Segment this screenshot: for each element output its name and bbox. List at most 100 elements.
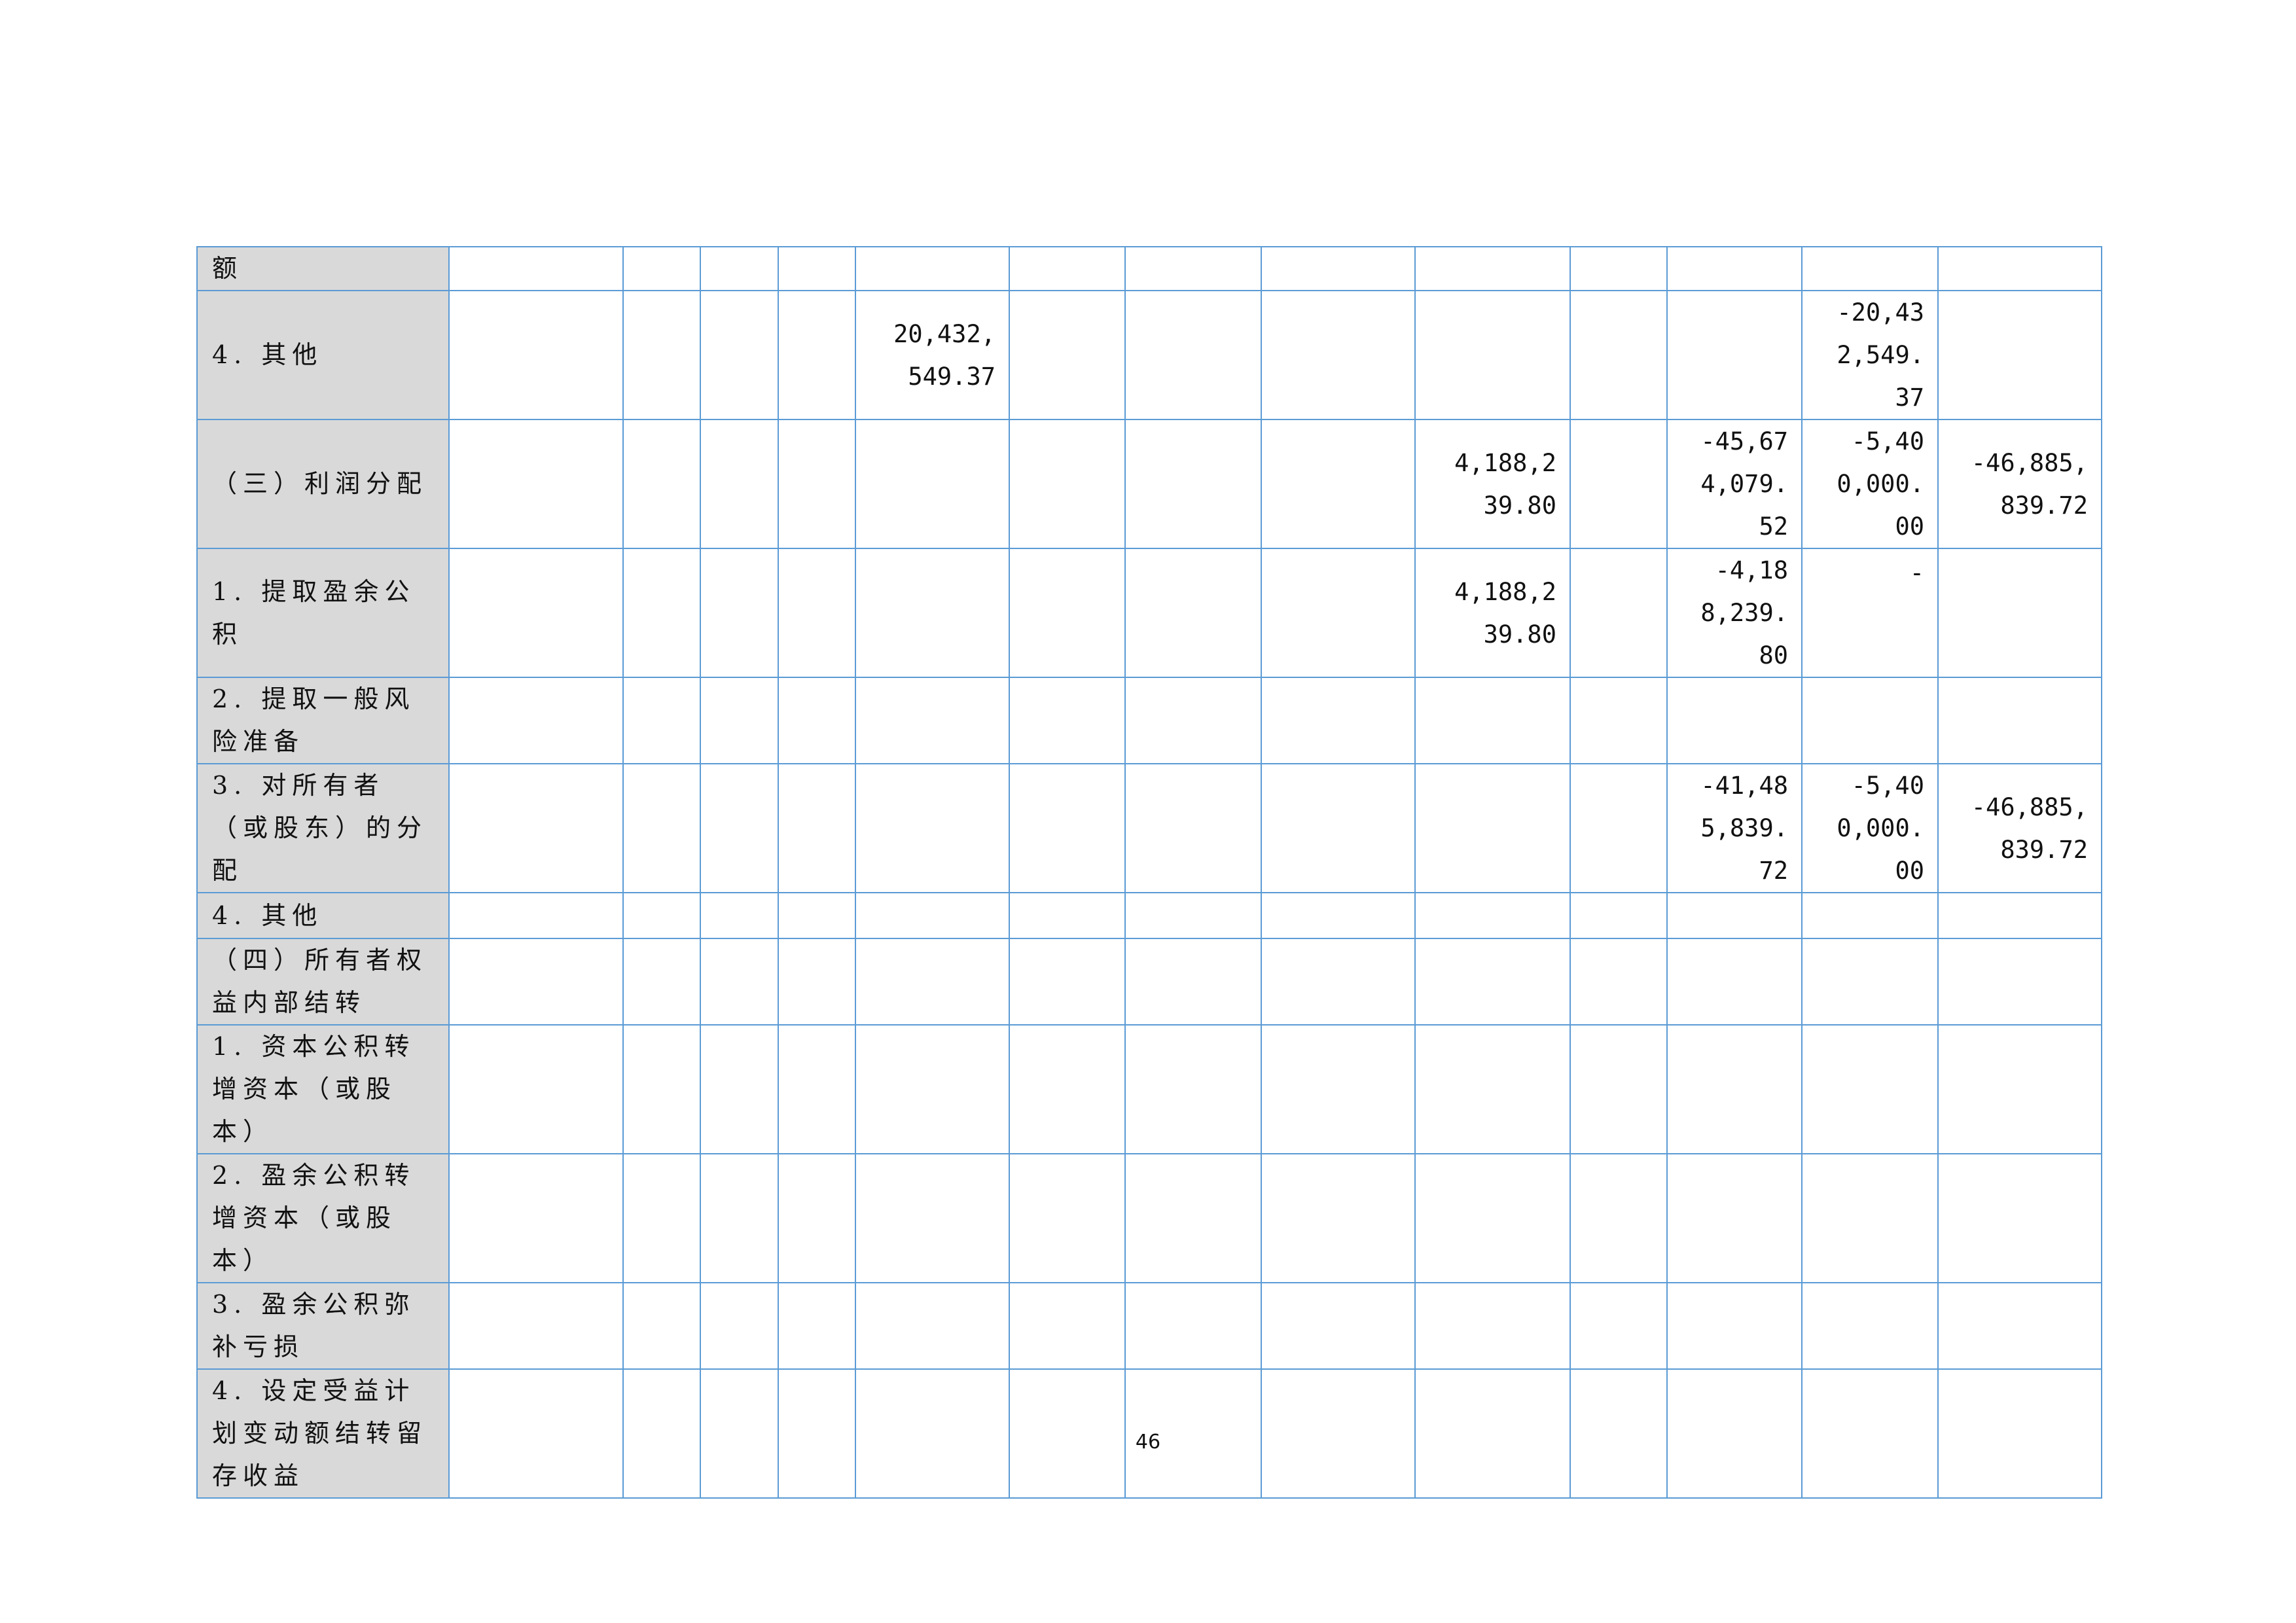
table-cell: -4,188,239.80 [1666,548,1803,678]
table-cell [1801,1153,1939,1283]
table-cell [622,1282,701,1370]
table-cell [855,763,1010,893]
table-cell [1937,938,2102,1026]
table-cell [778,1024,856,1154]
table-cell: -46,885,839.72 [1937,763,2102,893]
table-cell: 4,188,239.80 [1414,548,1571,678]
table-cell [448,290,624,420]
table-cell [1124,892,1262,939]
table-cell [448,938,624,1026]
row-label: （四）所有者权益内部结转 [196,938,450,1026]
table-cell [1666,1282,1803,1370]
table-row: 3. 对所有者（或股东）的分配 -41,485,839.72 -5,400,000.… [196,763,2102,893]
table-row: 3. 盈余公积弥补亏损 [196,1282,2102,1370]
table-cell [700,419,779,549]
table-cell [1009,1024,1126,1154]
table-cell [1261,419,1416,549]
table-cell [1009,892,1126,939]
table-cell [1009,1368,1126,1499]
table-cell [1261,1282,1416,1370]
table-cell [1124,290,1262,420]
table-cell [778,677,856,764]
table-row: 4. 其他 [196,892,2102,939]
table-cell [1009,938,1126,1026]
table-cell [1666,938,1803,1026]
table-cell [1414,1153,1571,1283]
table-cell [1009,1282,1126,1370]
table-cell [1801,938,1939,1026]
table-cell [622,1024,701,1154]
table-cell [778,1368,856,1499]
row-label: 1. 提取盈余公积 [196,548,450,678]
table-cell [855,938,1010,1026]
table-cell [622,290,701,420]
table-cell [1570,1153,1668,1283]
table-row: 2. 盈余公积转增资本（或股本） [196,1153,2102,1283]
table-cell [778,246,856,291]
table-cell: 20,432,549.37 [855,290,1010,420]
table-cell [1261,892,1416,939]
table-cell [1124,419,1262,549]
table-cell [1414,677,1571,764]
table-cell [1666,892,1803,939]
row-label: 2. 盈余公积转增资本（或股本） [196,1153,450,1283]
table-cell [1261,677,1416,764]
table-cell [778,290,856,420]
table-cell [1414,1024,1571,1154]
table-cell [700,548,779,678]
table-cell [778,419,856,549]
table-cell [778,548,856,678]
table-cell [1666,290,1803,420]
equity-changes-table: 额 4. 其他 20,432,549.37 -20,432,549.37 （三）利润分配… [196,246,2102,1499]
table-cell [448,892,624,939]
table-cell [778,1153,856,1283]
row-label: 4. 其他 [196,290,450,420]
table-cell [700,1153,779,1283]
table-cell [855,548,1010,678]
table-cell [1801,246,1939,291]
table-cell [448,1368,624,1499]
table-cell [448,677,624,764]
table-cell [1261,548,1416,678]
table-cell [855,892,1010,939]
table-cell: -20,432,549.37 [1801,290,1939,420]
table-cell [1570,290,1668,420]
table-cell: -5,400,000.00 [1801,419,1939,549]
table-cell [700,1282,779,1370]
table-cell [1570,1368,1668,1499]
table-cell [778,1282,856,1370]
table-cell [1009,419,1126,549]
table-cell [1801,1368,1939,1499]
table-cell [1414,1282,1571,1370]
table-cell [1009,677,1126,764]
table-cell [1414,1368,1571,1499]
table-cell [700,763,779,893]
cell-value: -4,188,239.80 [1700,556,1788,669]
table-cell [1937,290,2102,420]
table-cell [1570,419,1668,549]
row-label: 额 [196,246,450,291]
table-cell [1570,1024,1668,1154]
table-row: 额 [196,246,2102,291]
table-cell [448,1282,624,1370]
table-cell [1414,246,1571,291]
table-cell [1937,246,2102,291]
cell-value: -45,674,079.52 [1700,427,1788,541]
table-cell [700,938,779,1026]
table-row: 1. 提取盈余公积 4,188,239.80 -4,188,239.80 - [196,548,2102,678]
table-cell: 4,188,239.80 [1414,419,1571,549]
table-cell [1937,892,2102,939]
table-cell [1009,548,1126,678]
table-cell [700,892,779,939]
table-cell [855,1153,1010,1283]
cell-value: -5,400,000.00 [1837,772,1924,885]
table-cell [1261,763,1416,893]
table-cell [1009,246,1126,291]
table-cell [1261,938,1416,1026]
table-cell [1801,677,1939,764]
table-cell [1666,1024,1803,1154]
table-cell [1570,548,1668,678]
table-row: 1. 资本公积转增资本（或股本） [196,1024,2102,1154]
table-cell [1261,290,1416,420]
table-cell [855,246,1010,291]
